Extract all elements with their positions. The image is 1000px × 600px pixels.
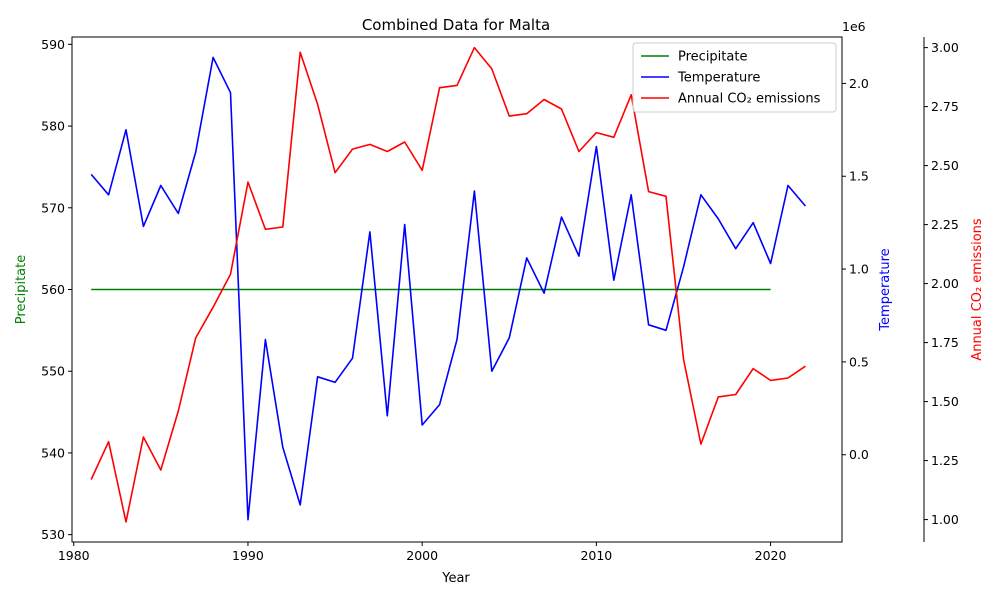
chart-title: Combined Data for Malta [362,16,550,34]
x-tick-label: 2020 [755,548,787,563]
legend: Precipitate Temperature Annual CO₂ emissio… [632,42,837,113]
y-tick-label: 2.0 [849,76,869,91]
y-tick-label: 0.5 [849,354,869,369]
legend-box [632,42,837,113]
y-tick-label: 580 [41,119,65,134]
series-line-2 [90,56,807,521]
legend-label: Temperature [677,71,760,86]
legend-label: Annual CO₂ emissions [678,92,821,107]
y-tick-label: 560 [41,282,65,297]
y-tick-label: 2.75 [931,99,959,114]
y-tick-label: 1.50 [931,394,959,409]
y-tick-label: 1.5 [849,169,869,184]
y-axis-label-left: Precipitate [14,255,29,324]
x-tick-label: 1980 [58,548,90,563]
y-tick-label: 1.75 [931,335,959,350]
x-axis: 1980 1990 2000 2010 2020 [58,542,787,563]
x-tick-label: 2000 [406,548,438,563]
x-tick-label: 2010 [580,548,612,563]
y-tick-label: 590 [41,37,65,52]
y-tick-label: 2.50 [931,158,959,173]
y-tick-label: 0.0 [849,447,869,462]
y-tick-label: 1.0 [849,262,869,277]
y-tick-label: 530 [41,527,65,542]
y-axis-label-right2: Annual CO₂ emissions [970,218,985,361]
x-tick-label: 1990 [232,548,264,563]
y-tick-label: 550 [41,364,65,379]
y-tick-label: 540 [41,445,65,460]
x-axis-label: Year [441,571,470,586]
y-tick-label: 3.00 [931,40,959,55]
y-tick-label: 2.00 [931,276,959,291]
y-axis-label-right1: Temperature [878,248,893,331]
y-tick-label: 570 [41,200,65,215]
y-axes: 530 540 550 560 570 580 590 Precipitate 0.0 0.5 1.… [14,19,985,542]
y-tick-label: 2.25 [931,217,959,232]
series-line-3 [90,46,806,523]
series-lines [90,46,807,523]
y-offset-text: 1e6 [842,19,866,34]
legend-label: Precipitate [678,50,747,65]
y-tick-label: 1.25 [931,453,959,468]
y-tick-label: 1.00 [931,512,959,527]
